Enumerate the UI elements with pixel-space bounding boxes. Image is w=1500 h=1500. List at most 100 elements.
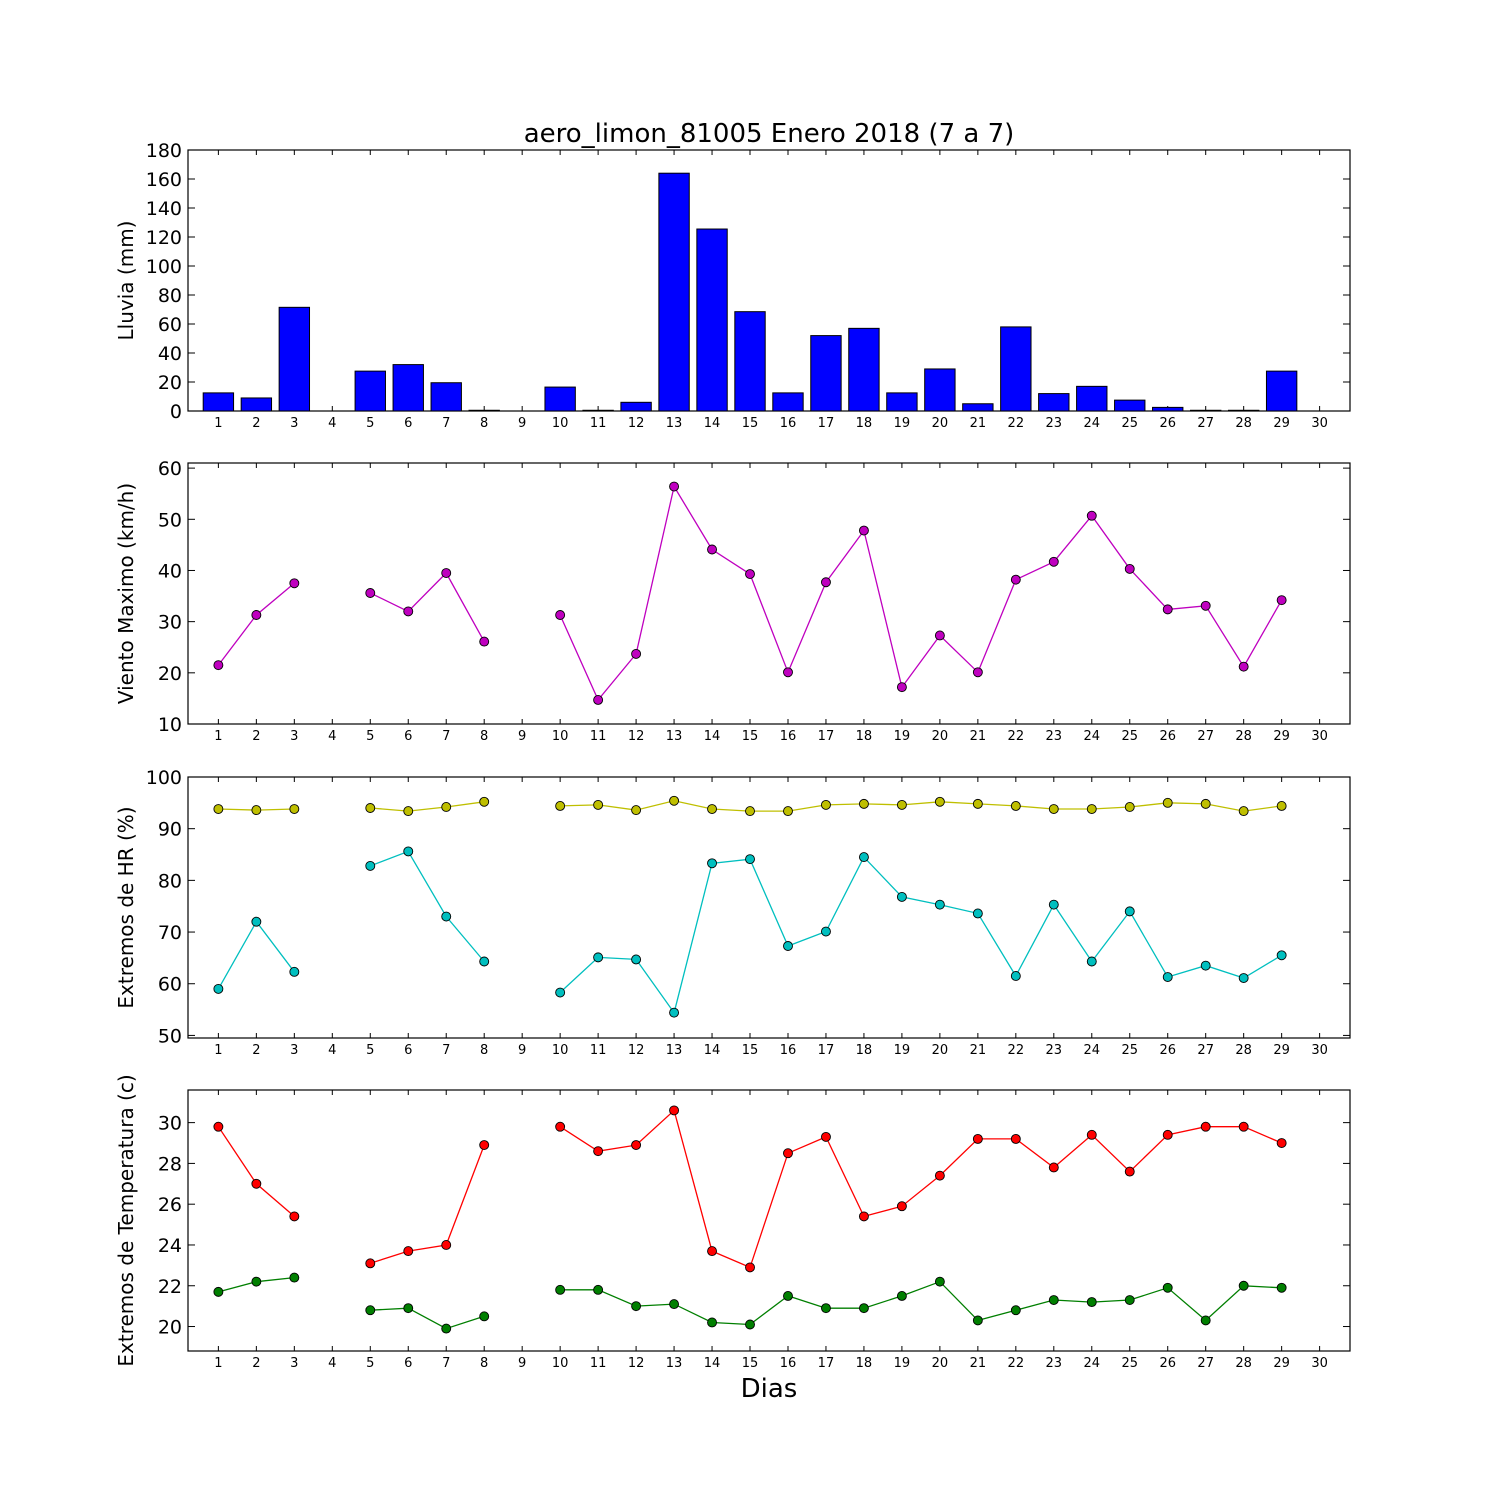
data-point bbox=[1162, 1129, 1173, 1140]
plot-frame bbox=[187, 149, 1351, 412]
data-point bbox=[251, 1178, 262, 1189]
data-point bbox=[1048, 899, 1059, 910]
x-tick-label: 4 bbox=[328, 729, 336, 744]
data-point bbox=[896, 682, 907, 693]
x-tick-label: 21 bbox=[970, 1043, 987, 1058]
x-tick-label: 22 bbox=[1008, 1356, 1025, 1371]
data-point bbox=[783, 1148, 793, 1159]
data-point bbox=[289, 804, 300, 814]
y-tick-label: 20 bbox=[158, 663, 182, 685]
x-tick-label: 30 bbox=[1311, 1043, 1328, 1058]
series-line-2 bbox=[560, 1280, 1282, 1326]
data-point bbox=[403, 606, 414, 617]
data-point bbox=[858, 1211, 869, 1222]
bar bbox=[1265, 370, 1298, 412]
x-tick-label: 29 bbox=[1273, 1043, 1290, 1058]
data-point bbox=[289, 1272, 300, 1283]
x-tick-label: 22 bbox=[1008, 1043, 1025, 1058]
x-tick-label: 6 bbox=[404, 729, 412, 744]
bar bbox=[848, 327, 880, 412]
data-point bbox=[1238, 1121, 1249, 1132]
y-tick-label: 28 bbox=[158, 1153, 182, 1175]
x-tick-label: 12 bbox=[628, 1043, 645, 1058]
x-tick-label: 23 bbox=[1046, 1356, 1063, 1371]
data-point bbox=[972, 667, 983, 678]
data-point bbox=[1124, 563, 1135, 574]
data-point bbox=[934, 796, 945, 807]
data-point bbox=[213, 1286, 224, 1297]
x-tick-label: 30 bbox=[1311, 1356, 1328, 1371]
bar bbox=[430, 382, 462, 412]
data-point bbox=[555, 1121, 566, 1132]
plot-frame bbox=[187, 462, 1351, 725]
data-point bbox=[213, 660, 224, 671]
data-point bbox=[707, 858, 717, 869]
x-tick-label: 13 bbox=[666, 729, 683, 744]
x-tick-label: 2 bbox=[252, 416, 260, 431]
x-tick-label: 4 bbox=[328, 1043, 336, 1058]
x-tick-label: 11 bbox=[590, 1043, 607, 1058]
data-point bbox=[479, 796, 490, 807]
data-point bbox=[745, 854, 755, 865]
x-tick-label: 19 bbox=[894, 1356, 911, 1371]
x-tick-label: 18 bbox=[856, 416, 873, 431]
x-tick-label: 9 bbox=[518, 1043, 526, 1058]
x-tick-label: 22 bbox=[1008, 729, 1025, 744]
data-point bbox=[858, 1303, 869, 1314]
bar bbox=[962, 403, 994, 412]
x-tick-label: 10 bbox=[552, 416, 569, 431]
bar bbox=[240, 397, 273, 412]
y-tick-label: 0 bbox=[170, 401, 182, 423]
x-tick-label: 9 bbox=[518, 1356, 526, 1371]
data-point bbox=[1162, 797, 1173, 808]
data-point bbox=[1010, 1133, 1021, 1144]
data-point bbox=[479, 956, 490, 967]
data-point bbox=[1010, 800, 1021, 811]
y-tick-label: 120 bbox=[146, 227, 182, 249]
data-point bbox=[1238, 806, 1249, 817]
x-tick-label: 30 bbox=[1311, 416, 1328, 431]
data-point bbox=[1086, 956, 1097, 967]
bar bbox=[1190, 409, 1222, 412]
x-tick-label: 7 bbox=[442, 416, 450, 431]
data-point bbox=[1238, 973, 1249, 983]
series-line-1 bbox=[370, 801, 485, 812]
data-point bbox=[783, 806, 793, 817]
data-point bbox=[1200, 798, 1211, 809]
data-point bbox=[1276, 1138, 1287, 1148]
data-point bbox=[365, 588, 376, 598]
y-axis-label: Lluvia (mm) bbox=[114, 221, 138, 341]
data-point bbox=[858, 525, 869, 536]
data-point bbox=[251, 916, 262, 927]
bar bbox=[468, 409, 500, 412]
x-tick-label: 14 bbox=[704, 416, 721, 431]
data-point bbox=[745, 806, 755, 817]
bar bbox=[886, 392, 918, 412]
x-tick-label: 24 bbox=[1084, 1356, 1101, 1371]
data-point bbox=[213, 983, 224, 994]
data-point bbox=[289, 578, 300, 589]
y-tick-label: 70 bbox=[158, 922, 182, 944]
data-point bbox=[1048, 804, 1059, 814]
bar bbox=[734, 311, 766, 412]
x-tick-label: 3 bbox=[290, 729, 298, 744]
series-line-1 bbox=[560, 800, 1282, 812]
x-tick-label: 13 bbox=[666, 1043, 683, 1058]
data-point bbox=[821, 926, 831, 937]
x-tick-label: 26 bbox=[1159, 729, 1176, 744]
series-line-2 bbox=[559, 855, 1282, 1015]
y-tick-label: 40 bbox=[158, 560, 182, 582]
y-tick-label: 20 bbox=[158, 372, 182, 394]
bar bbox=[1076, 385, 1108, 412]
data-point bbox=[669, 481, 680, 492]
x-tick-label: 29 bbox=[1273, 729, 1290, 744]
x-tick-label: 6 bbox=[404, 1356, 412, 1371]
y-tick-label: 30 bbox=[158, 612, 182, 634]
x-tick-label: 25 bbox=[1121, 1356, 1138, 1371]
data-point bbox=[555, 987, 566, 998]
x-tick-label: 26 bbox=[1159, 1043, 1176, 1058]
x-tick-label: 9 bbox=[518, 729, 526, 744]
data-point bbox=[213, 1121, 224, 1132]
x-tick-label: 1 bbox=[214, 1043, 222, 1058]
x-tick-label: 26 bbox=[1159, 416, 1176, 431]
